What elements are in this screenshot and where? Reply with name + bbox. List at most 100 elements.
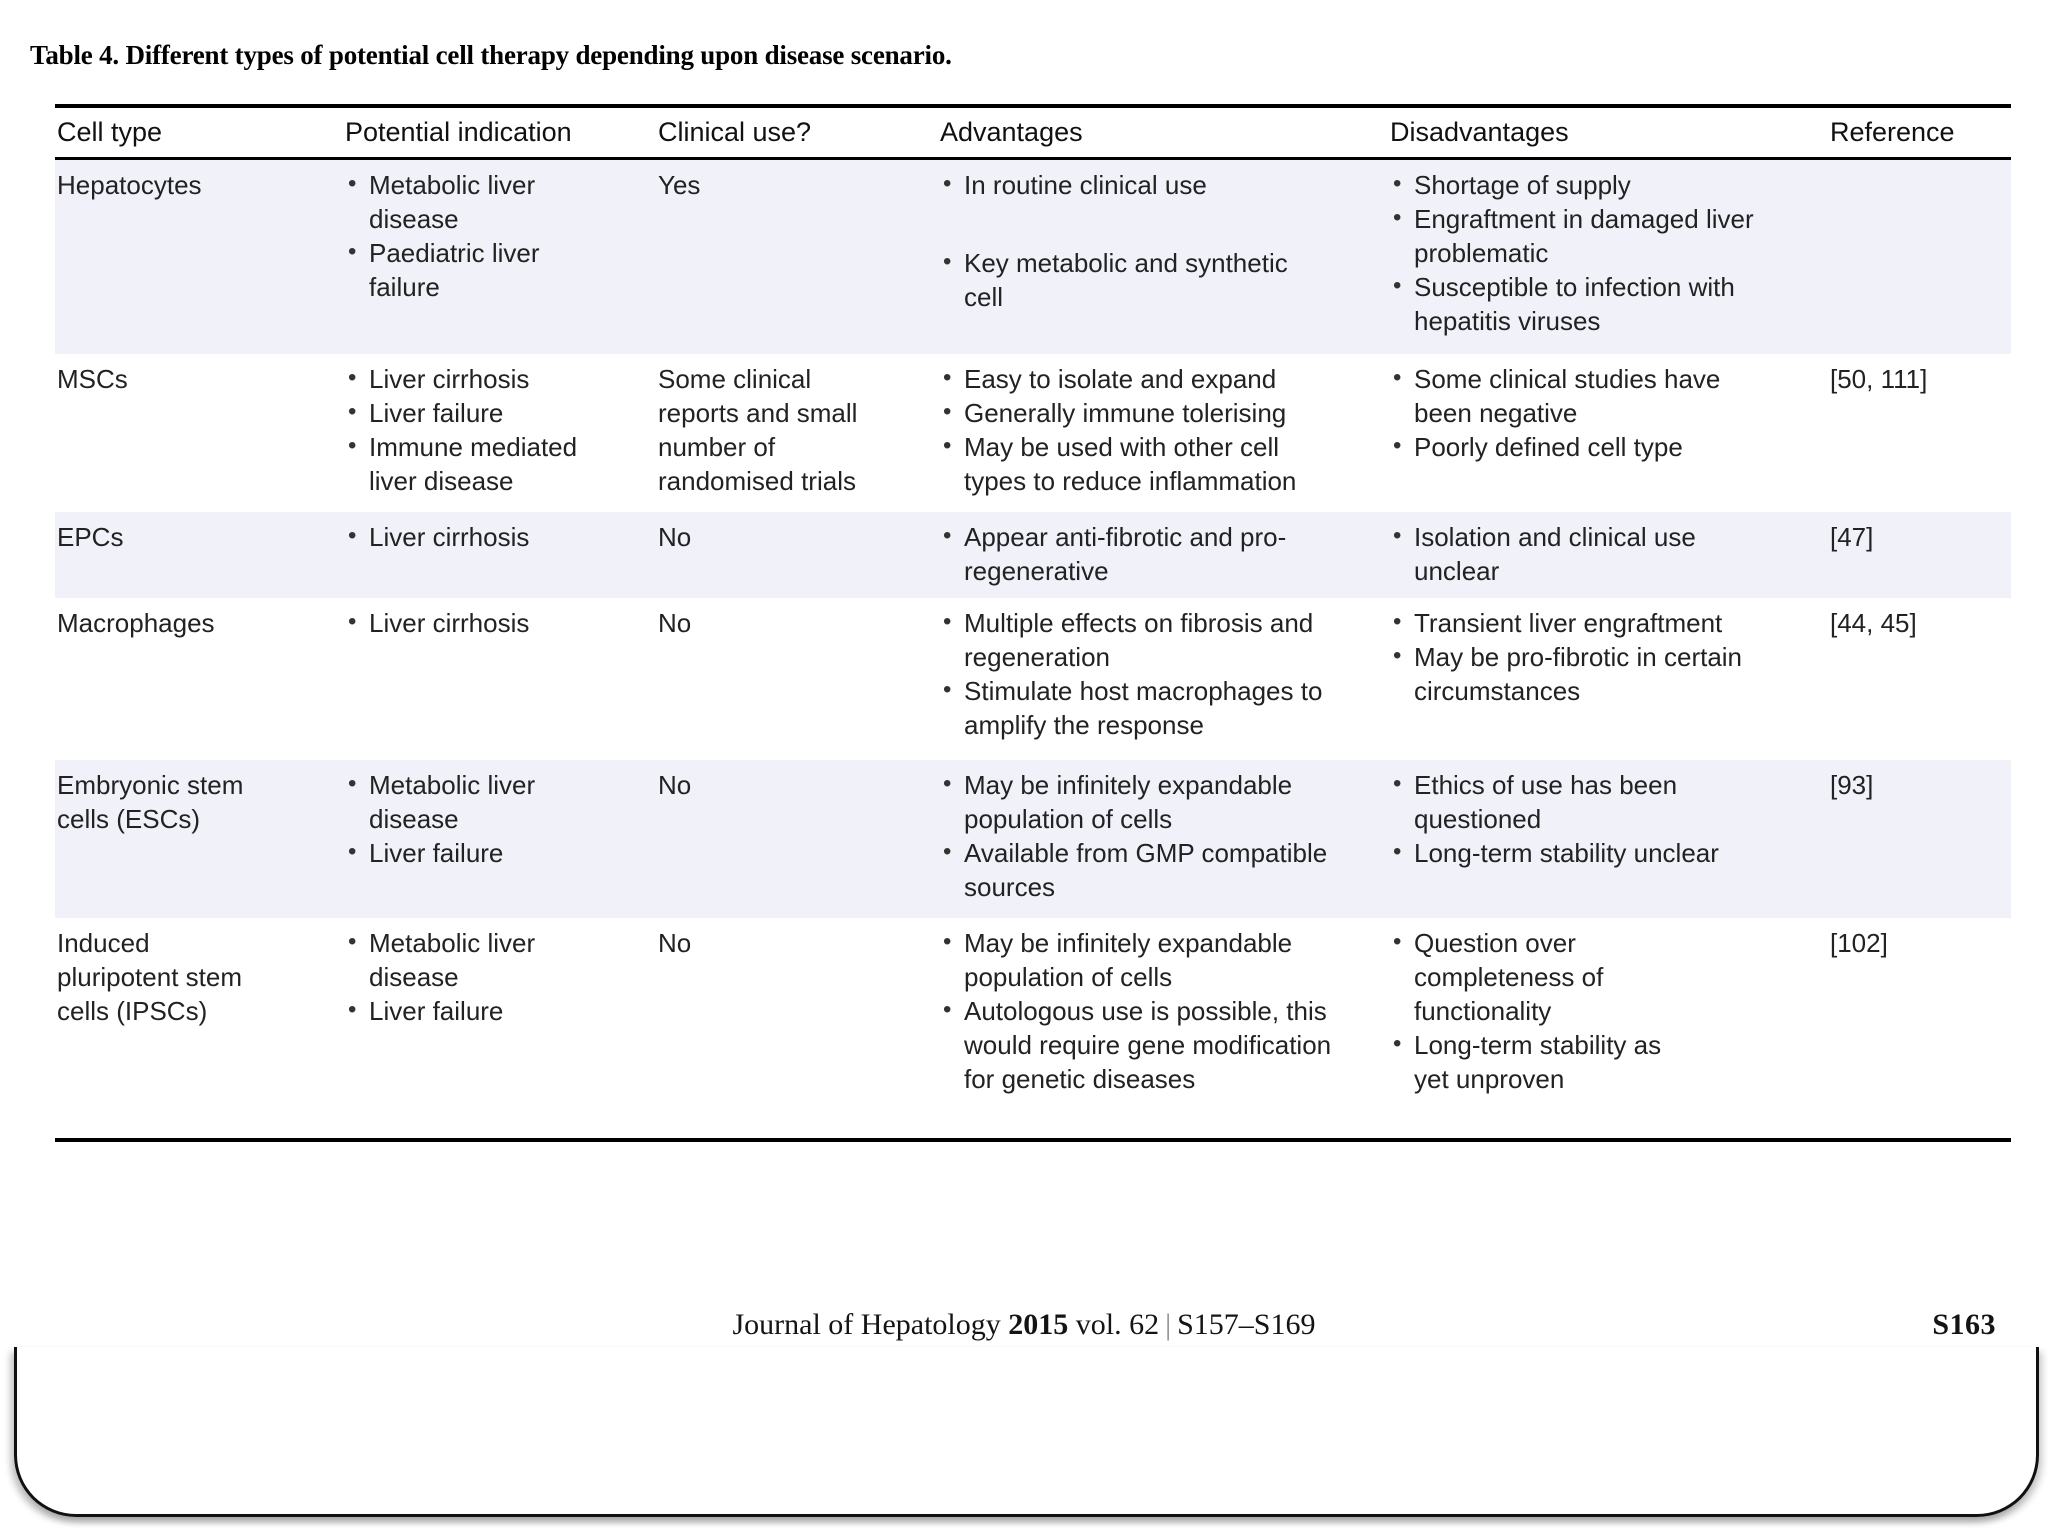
cell-type-cell: Macrophages <box>55 598 343 760</box>
potential-indication-list: Metabolic liver diseasePaediatric liver … <box>345 167 650 304</box>
table-caption: Table 4. Different types of potential ce… <box>30 40 952 70</box>
advantages-item: Multiple effects on fibrosis and regener… <box>940 605 1332 674</box>
potential-indication-item: Metabolic liver disease <box>345 925 605 994</box>
potential-indication-cell: Metabolic liver diseaseLiver failure <box>343 918 656 1140</box>
clinical-use-text: No <box>658 927 692 958</box>
col-header-potential-indication: Potential indication <box>343 106 656 160</box>
cell-type-text: MSCs <box>57 363 128 394</box>
clinical-use-cell: No <box>656 918 938 1140</box>
disadvantages-item: Long-term stability unclear <box>1390 835 1782 870</box>
disadvantages-item: Susceptible to infection with hepatitis … <box>1390 269 1782 338</box>
col-header-advantages: Advantages <box>938 106 1388 160</box>
disadvantages-cell: Ethics of use has been questionedLong-te… <box>1388 759 1828 918</box>
reference-cell: [102] <box>1828 918 2011 1140</box>
disadvantages-item: Long-term stability as yet unproven <box>1390 1027 1664 1096</box>
clinical-use-cell: No <box>656 511 938 598</box>
potential-indication-cell: Liver cirrhosis <box>343 511 656 598</box>
clinical-use-text: Some clinical reports and small number o… <box>658 363 858 496</box>
potential-indication-item: Liver cirrhosis <box>345 519 605 554</box>
disadvantages-cell: Transient liver engraftmentMay be pro-fi… <box>1388 598 1828 760</box>
table-row-5: Embryonic stem cells (ESCs) Metabolic liv… <box>55 759 2011 918</box>
cell-type-cell: Induced pluripotent stem cells (IPSCs) <box>55 918 343 1140</box>
potential-indication-list: Liver cirrhosisLiver failureImmune media… <box>345 361 650 498</box>
potential-indication-cell: Metabolic liver diseaseLiver failure <box>343 759 656 918</box>
reference-cell: [50, 111] <box>1828 354 2011 512</box>
clinical-use-text: Yes <box>658 170 701 200</box>
clinical-use-cell: Some clinical reports and small number o… <box>656 354 938 512</box>
disadvantages-list: Transient liver engraftmentMay be pro-fi… <box>1390 605 1822 708</box>
cell-type-cell: Hepatocytes <box>55 158 343 354</box>
advantages-item: Autologous use is possible, this would r… <box>940 993 1332 1096</box>
col-header-disadvantages: Disadvantages <box>1388 106 1828 160</box>
clinical-use-text: No <box>658 607 692 638</box>
reference-cell: [44, 45] <box>1828 598 2011 760</box>
page-footer: Journal of Hepatology 2015 vol. 62 | S157–… <box>0 1308 2048 1342</box>
cell-type-text: Hepatocytes <box>57 170 202 200</box>
advantages-list: May be infinitely expandable population … <box>940 925 1382 1096</box>
clinical-use-cell: No <box>656 759 938 918</box>
advantages-list: Appear anti-fibrotic and pro-regenerativ… <box>940 519 1382 588</box>
disadvantages-item: May be pro-fibrotic in certain circumsta… <box>1390 639 1782 708</box>
reference-cell <box>1828 158 2011 354</box>
potential-indication-item: Liver cirrhosis <box>345 361 605 396</box>
disadvantages-list: Shortage of supplyEngraftment in damaged… <box>1390 167 1822 338</box>
disadvantages-item: Shortage of supply <box>1390 167 1782 202</box>
reference-cell: [47] <box>1828 511 2011 598</box>
journal-volume: vol. 62 <box>1075 1308 1160 1341</box>
disadvantages-item: Some clinical studies have been negative <box>1390 361 1782 430</box>
disadvantages-item: Isolation and clinical use unclear <box>1390 519 1782 588</box>
advantages-cell: In routine clinical use Key metabolic and… <box>938 158 1388 354</box>
advantages-cell: Multiple effects on fibrosis and regener… <box>938 598 1388 760</box>
disadvantages-item: Ethics of use has been questioned <box>1390 767 1782 836</box>
window-frame-bottom <box>14 1347 2039 1517</box>
advantages-list: Multiple effects on fibrosis and regener… <box>940 605 1382 742</box>
advantages-cell: May be infinitely expandable population … <box>938 759 1388 918</box>
disadvantages-list: Ethics of use has been questionedLong-te… <box>1390 767 1822 870</box>
advantages-item: May be used with other cell types to red… <box>940 429 1332 498</box>
cell-type-text: Embryonic stem cells (ESCs) <box>57 769 244 834</box>
disadvantages-item: Engraftment in damaged liver problematic <box>1390 201 1782 270</box>
potential-indication-item: Metabolic liver disease <box>345 767 605 836</box>
disadvantages-item: Poorly defined cell type <box>1390 429 1782 464</box>
potential-indication-item: Liver cirrhosis <box>345 605 605 640</box>
potential-indication-item: Metabolic liver disease <box>345 167 605 236</box>
advantages-item: Stimulate host macrophages to amplify th… <box>940 673 1332 742</box>
advantages-item: May be infinitely expandable population … <box>940 767 1332 836</box>
journal-page-range: S157–S169 <box>1177 1308 1316 1341</box>
potential-indication-item: Paediatric liver failure <box>345 235 605 304</box>
header-row: Cell type Potential indication Clinical … <box>55 106 2011 160</box>
potential-indication-item: Liver failure <box>345 835 605 870</box>
table-row-4: Macrophages Liver cirrhosis No Multiple eff… <box>55 598 2011 760</box>
advantages-item: Available from GMP compatible sources <box>940 835 1332 904</box>
advantages-item: Generally immune tolerising <box>940 395 1332 430</box>
table-row-3: EPCs Liver cirrhosis No Appear anti-fibroti… <box>55 511 2011 598</box>
page-number: S163 <box>1932 1308 1996 1341</box>
advantages-list: Easy to isolate and expandGenerally immu… <box>940 361 1382 498</box>
disadvantages-item: Question over completeness of functional… <box>1390 925 1664 1028</box>
potential-indication-cell: Liver cirrhosisLiver failureImmune media… <box>343 354 656 512</box>
cell-type-text: Induced pluripotent stem cells (IPSCs) <box>57 927 242 1026</box>
journal-name: Journal of Hepatology <box>732 1308 1001 1341</box>
potential-indication-item: Immune mediated liver disease <box>345 429 605 498</box>
reference-text: [44, 45] <box>1830 607 1917 638</box>
clinical-use-cell: Yes <box>656 158 938 354</box>
disadvantages-cell: Isolation and clinical use unclear <box>1388 511 1828 598</box>
potential-indication-list: Metabolic liver diseaseLiver failure <box>345 925 650 1028</box>
potential-indication-list: Liver cirrhosis <box>345 519 650 554</box>
journal-citation: Journal of Hepatology 2015 vol. 62 | S157–… <box>0 1308 2048 1342</box>
potential-indication-cell: Metabolic liver diseasePaediatric liver … <box>343 158 656 354</box>
advantages-item: Appear anti-fibrotic and pro-regenerativ… <box>940 519 1332 588</box>
potential-indication-item: Liver failure <box>345 395 605 430</box>
reference-text: [47] <box>1830 521 1874 552</box>
potential-indication-list: Metabolic liver diseaseLiver failure <box>345 767 650 870</box>
advantages-item: Easy to isolate and expand <box>940 361 1332 396</box>
citation-separator: | <box>1165 1308 1172 1341</box>
reference-cell: [93] <box>1828 759 2011 918</box>
cell-type-text: Macrophages <box>57 607 215 638</box>
advantages-item: May be infinitely expandable population … <box>940 925 1332 994</box>
potential-indication-list: Liver cirrhosis <box>345 605 650 640</box>
cell-type-text: EPCs <box>57 521 124 552</box>
potential-indication-cell: Liver cirrhosis <box>343 598 656 760</box>
col-header-reference: Reference <box>1828 106 2011 160</box>
clinical-use-text: No <box>658 521 692 552</box>
